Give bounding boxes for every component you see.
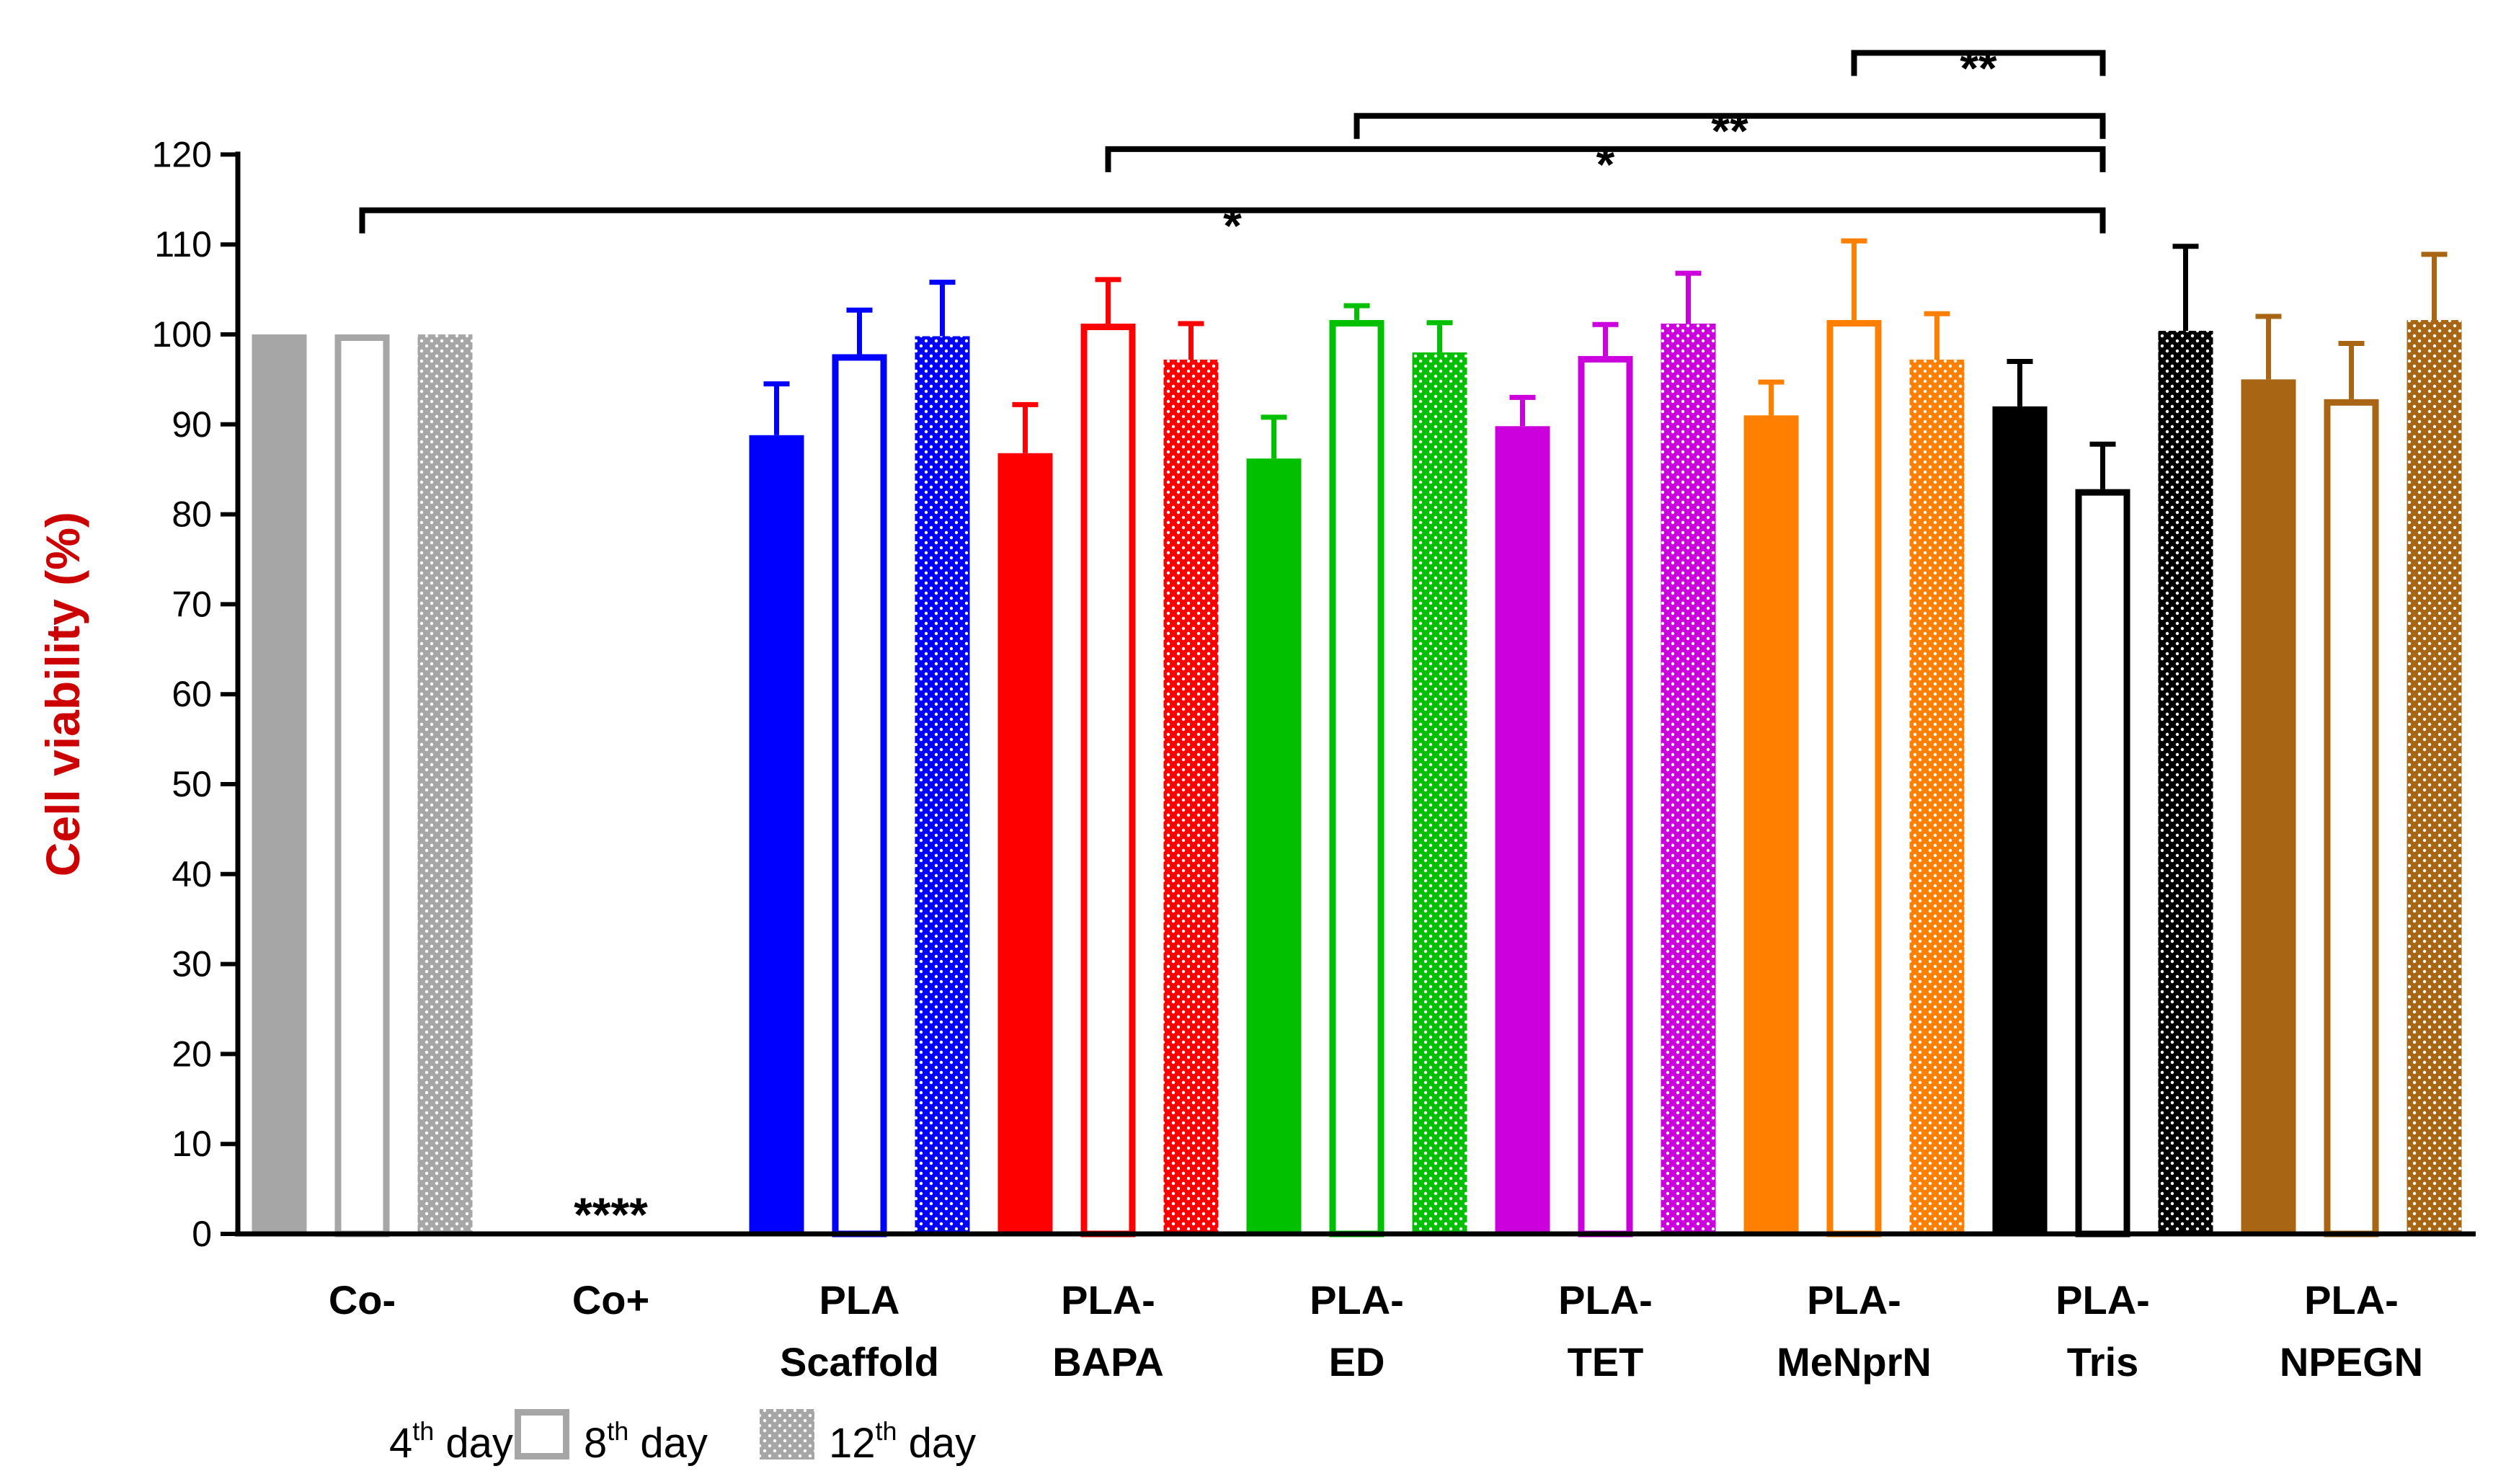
- bar: [832, 354, 887, 1238]
- y-tick-label: 10: [172, 1124, 212, 1164]
- significance-bracket: [1354, 112, 2106, 139]
- significance-bracket-label: **: [1711, 105, 1748, 158]
- y-tick-label: 80: [172, 494, 212, 535]
- bar: [1080, 324, 1136, 1238]
- y-tick-label: 120: [152, 134, 212, 174]
- x-category-label-line2: NPEGN: [2280, 1339, 2423, 1385]
- bar: [749, 435, 804, 1234]
- x-category-label: PLA-: [1807, 1277, 1901, 1323]
- bar: [2324, 399, 2379, 1238]
- legend-swatch-dots: [760, 1409, 814, 1459]
- x-category-label: PLA-: [2056, 1277, 2150, 1323]
- significance-bracket: [359, 207, 2106, 234]
- legend-layer: 4th day 8th day 12th day: [389, 1409, 976, 1467]
- y-tick-label: 90: [172, 404, 212, 445]
- x-category-label-line2: Tris: [2067, 1339, 2139, 1385]
- bar-dot-overlay: [2407, 320, 2462, 1235]
- bar: [252, 334, 307, 1234]
- legend-label: 12th day: [829, 1416, 976, 1467]
- bar: [2075, 489, 2130, 1238]
- significance-bracket-label: **: [1960, 41, 1997, 94]
- bar-dot-overlay: [2158, 331, 2213, 1234]
- bar: [1495, 426, 1550, 1234]
- significance-layer: **********: [359, 41, 2106, 1241]
- significance-bracket-label: *: [1596, 138, 1615, 191]
- x-category-label-line2: Scaffold: [780, 1339, 939, 1385]
- x-category-label: PLA-: [1310, 1277, 1404, 1323]
- bar: [1246, 458, 1302, 1234]
- bar: [2241, 379, 2296, 1234]
- y-axis-title: Cell viability (%): [36, 512, 89, 876]
- x-category-label-line2: BAPA: [1052, 1339, 1164, 1385]
- x-category-label: PLA-: [2304, 1277, 2399, 1323]
- axes-layer: 0 10 20 30 40 50 60 70 80 90 100 110 120 Co- Co+ PLA Sca…: [36, 134, 2476, 1385]
- bar-dot-overlay: [915, 336, 970, 1235]
- y-tick-label: 100: [152, 314, 212, 355]
- legend-label: 8th day: [584, 1416, 708, 1467]
- bar: [997, 453, 1053, 1234]
- y-tick-label: 30: [172, 944, 212, 985]
- significance-stars-label: ****: [574, 1188, 648, 1241]
- bar: [1826, 320, 1882, 1238]
- x-category-label: PLA: [819, 1277, 900, 1323]
- bar: [1992, 406, 2048, 1234]
- x-category-label: PLA-: [1061, 1277, 1155, 1323]
- y-tick-label: 40: [172, 854, 212, 894]
- bar-dot-overlay: [1661, 324, 1716, 1235]
- bar: [334, 334, 390, 1238]
- legend-swatch: [515, 1409, 569, 1459]
- bar-dot-overlay: [1163, 359, 1219, 1235]
- bar-dot-overlay: [417, 334, 473, 1234]
- x-category-label-line2: MeNprN: [1777, 1339, 1932, 1385]
- bar: [1329, 320, 1385, 1238]
- significance-bracket-label: *: [1223, 199, 1242, 252]
- legend-label: 4th day: [389, 1416, 513, 1467]
- x-category-label-line2: TET: [1568, 1339, 1644, 1385]
- y-tick-label: 70: [172, 584, 212, 624]
- x-category-label: Co+: [572, 1277, 649, 1323]
- significance-bracket: [1105, 146, 2106, 172]
- x-category-label: Co-: [329, 1277, 396, 1323]
- bar-dot-overlay: [1909, 359, 1965, 1235]
- y-tick-label: 0: [192, 1214, 212, 1254]
- bar-dot-overlay: [1412, 352, 1467, 1235]
- y-tick-label: 60: [172, 674, 212, 714]
- significance-bracket: [1851, 50, 2106, 76]
- bar: [1578, 355, 1633, 1238]
- y-tick-label: 20: [172, 1034, 212, 1074]
- y-tick-label: 110: [154, 224, 212, 265]
- bar: [1743, 415, 1799, 1234]
- bars-layer: [252, 238, 2462, 1238]
- y-tick-label: 50: [172, 764, 212, 804]
- x-category-label: PLA-: [1558, 1277, 1653, 1323]
- x-category-label-line2: ED: [1329, 1339, 1385, 1385]
